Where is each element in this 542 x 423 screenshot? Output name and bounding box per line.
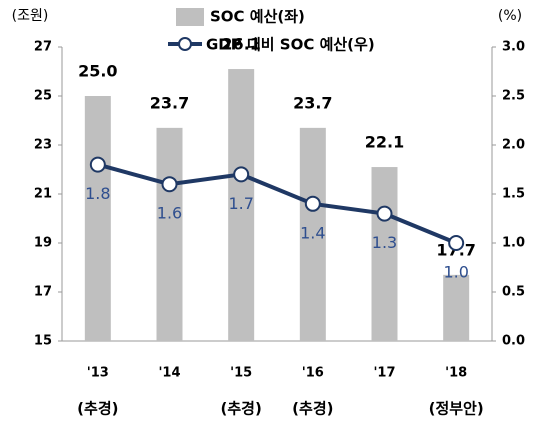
y2-tick-label: 1.5 <box>502 187 525 202</box>
y2-tick-label: 2.5 <box>502 89 525 104</box>
bar-value-label: 22.1 <box>365 133 404 152</box>
x-tick-note: (추경) <box>292 400 333 418</box>
line-value-label: 1.4 <box>300 223 325 242</box>
y-unit-label: (조원) <box>12 8 49 24</box>
bar-value-label: 23.7 <box>293 93 332 112</box>
bar <box>228 69 255 342</box>
y-tick-label: 21 <box>34 187 52 202</box>
x-tick-note: (추경) <box>221 400 262 418</box>
bar <box>84 96 111 341</box>
y-tick-label: 19 <box>34 236 52 251</box>
x-tick-label: '14 <box>158 366 180 381</box>
line-value-label: 1.7 <box>228 194 253 213</box>
bar <box>371 167 398 341</box>
y2-unit-label: (%) <box>498 8 522 24</box>
x-tick-label: '17 <box>373 366 395 381</box>
y2-tick-label: 3.0 <box>502 40 525 55</box>
line-marker <box>233 166 250 183</box>
y-tick-label: 23 <box>34 138 52 153</box>
legend-marker <box>178 37 192 51</box>
bar <box>299 127 326 341</box>
line-marker <box>304 195 321 212</box>
bar-value-label: 26.1 <box>221 35 260 54</box>
line-value-label: 1.8 <box>85 184 110 203</box>
y2-tick-label: 0.5 <box>502 285 525 300</box>
line-marker <box>89 156 106 173</box>
line-value-label: 1.3 <box>372 233 397 252</box>
y-tick-label: 25 <box>34 89 52 104</box>
x-tick-note: (추경) <box>77 400 118 418</box>
y2-tick-label: 0.0 <box>502 334 525 349</box>
x-tick-label: '13 <box>87 366 109 381</box>
y2-tick-label: 2.0 <box>502 138 525 153</box>
legend-label: GDP 대비 SOC 예산(우) <box>206 36 375 54</box>
legend-label: SOC 예산(좌) <box>210 8 305 26</box>
bar <box>443 274 470 341</box>
legend-swatch-bar <box>176 8 204 26</box>
line <box>97 162 457 245</box>
line-marker <box>161 176 178 193</box>
line-value-label: 1.0 <box>443 263 468 282</box>
y2-tick-label: 1.0 <box>502 236 525 251</box>
y-tick-label: 27 <box>34 40 52 55</box>
x-tick-label: '16 <box>302 366 324 381</box>
y-tick-label: 17 <box>34 285 52 300</box>
line-value-label: 1.6 <box>157 204 182 223</box>
bar <box>156 127 183 341</box>
line-marker <box>376 205 393 222</box>
x-tick-label: '15 <box>230 366 252 381</box>
y-tick-label: 15 <box>34 334 52 349</box>
x-tick-note: (정부안) <box>429 400 484 418</box>
bar-value-label: 25.0 <box>78 62 117 81</box>
x-tick-label: '18 <box>445 366 467 381</box>
line-marker <box>448 235 465 251</box>
bar-value-label: 23.7 <box>150 93 189 112</box>
